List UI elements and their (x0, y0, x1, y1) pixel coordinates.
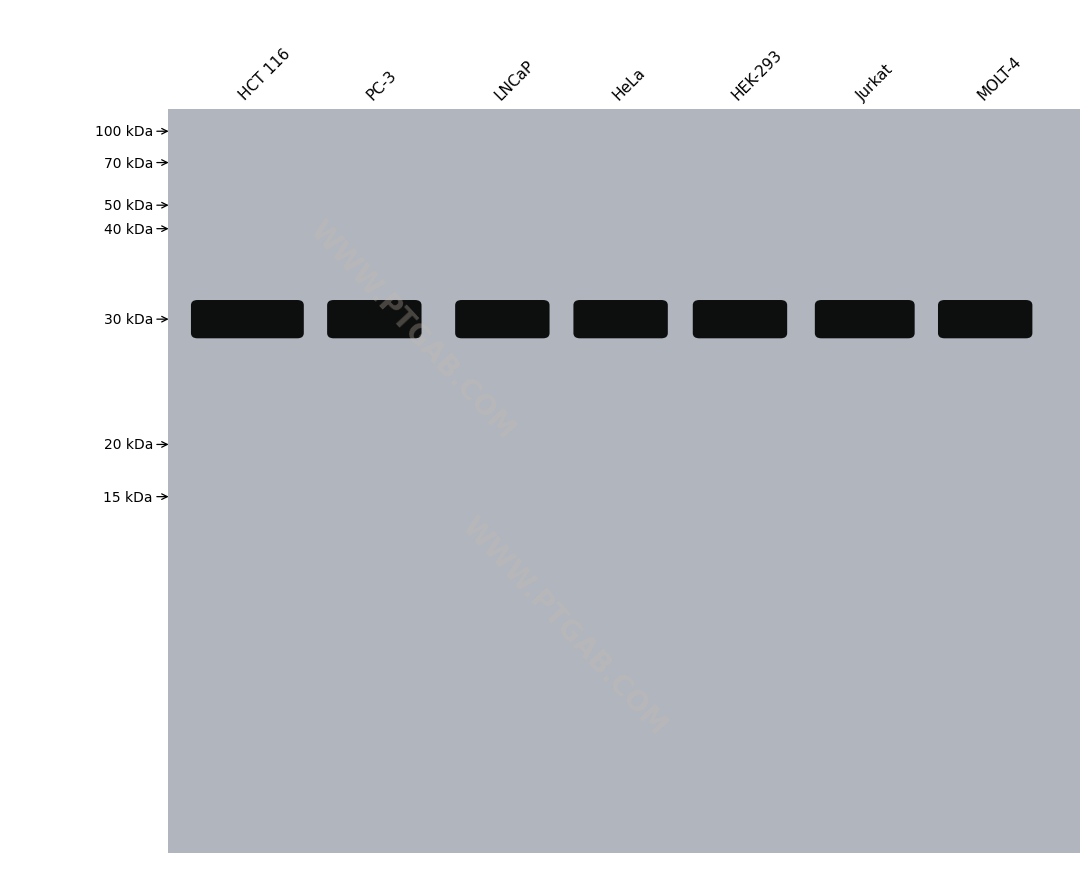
Text: 40 kDa: 40 kDa (103, 222, 153, 236)
FancyBboxPatch shape (815, 301, 915, 339)
Text: PC-3: PC-3 (363, 68, 399, 103)
Text: WWW.PTGAB.COM: WWW.PTGAB.COM (456, 511, 673, 740)
Text: 50 kDa: 50 kDa (103, 199, 153, 213)
FancyBboxPatch shape (191, 301, 304, 339)
Text: HCT 116: HCT 116 (237, 47, 294, 103)
Text: 30 kDa: 30 kDa (103, 313, 153, 327)
Bar (168, 110, 1080, 853)
Text: 20 kDa: 20 kDa (103, 438, 153, 452)
Text: HEK-293: HEK-293 (729, 48, 786, 103)
FancyBboxPatch shape (456, 301, 550, 339)
FancyBboxPatch shape (573, 301, 667, 339)
FancyBboxPatch shape (693, 301, 788, 339)
Text: LNCaP: LNCaP (492, 58, 537, 103)
Text: Jurkat: Jurkat (854, 62, 896, 103)
Text: 100 kDa: 100 kDa (94, 125, 153, 139)
Text: WWW.PTGAB.COM: WWW.PTGAB.COM (304, 216, 521, 445)
Text: 15 kDa: 15 kDa (103, 490, 153, 504)
Text: HeLa: HeLa (610, 65, 648, 103)
FancyBboxPatch shape (937, 301, 1033, 339)
FancyBboxPatch shape (328, 301, 421, 339)
Text: MOLT-4: MOLT-4 (974, 54, 1024, 103)
Text: 70 kDa: 70 kDa (103, 156, 153, 170)
